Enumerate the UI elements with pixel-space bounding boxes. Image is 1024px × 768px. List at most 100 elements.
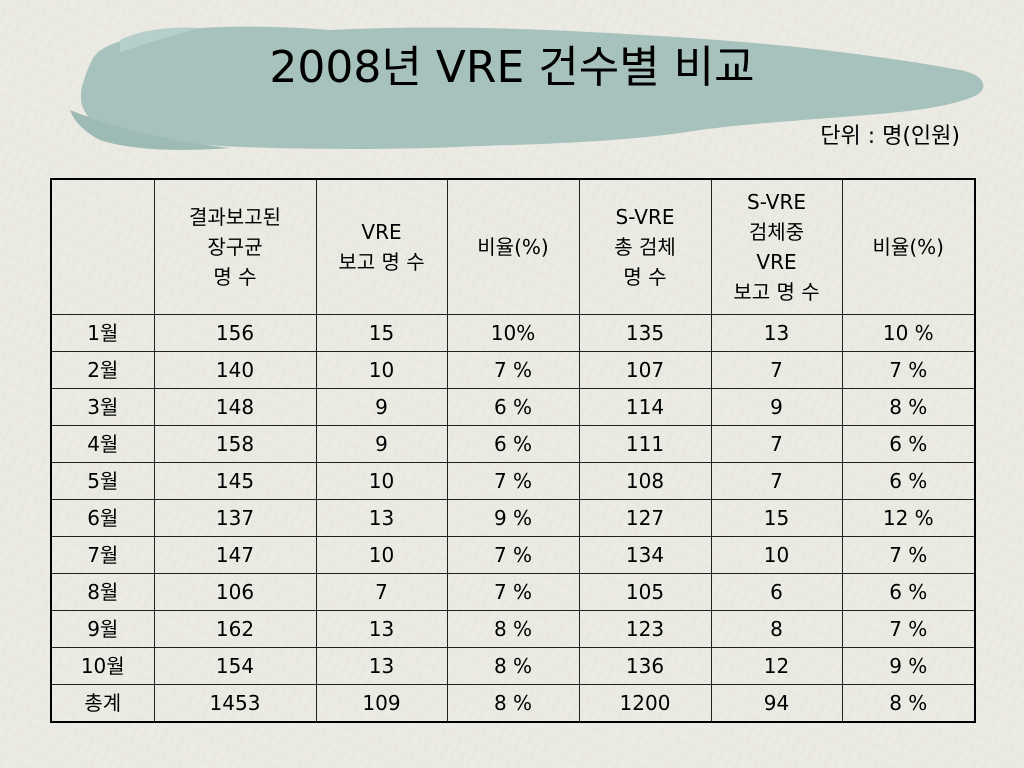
table-row: 8월 106 7 7 % 105 6 6 % <box>50 573 976 611</box>
header-text: VRE <box>361 220 402 244</box>
table-row: 3월 148 9 6 % 114 9 8 % <box>50 388 976 426</box>
value-cell: 9 % <box>841 647 976 685</box>
value-cell: 154 <box>153 647 317 685</box>
header-cell <box>50 178 155 315</box>
value-cell: 127 <box>578 499 712 537</box>
month-cell: 3월 <box>50 388 155 426</box>
value-cell: 148 <box>153 388 317 426</box>
header-text: 결과보고된 <box>189 205 281 229</box>
header-text: S-VRE <box>615 205 675 229</box>
header-cell: S-VRE 검체중 VRE 보고 명 수 <box>710 178 843 315</box>
value-cell: 10% <box>446 314 580 352</box>
value-cell: 13 <box>315 647 448 685</box>
value-cell: 8 % <box>446 647 580 685</box>
value-cell: 8 % <box>446 684 580 723</box>
value-cell: 6 % <box>841 425 976 463</box>
value-cell: 6 % <box>446 388 580 426</box>
value-cell: 13 <box>315 499 448 537</box>
value-cell: 9 <box>315 425 448 463</box>
value-cell: 105 <box>578 573 712 611</box>
value-cell: 109 <box>315 684 448 723</box>
table-row: 9월 162 13 8 % 123 8 7 % <box>50 610 976 648</box>
value-cell: 7 <box>710 351 843 389</box>
value-cell: 162 <box>153 610 317 648</box>
value-cell: 145 <box>153 462 317 500</box>
month-cell: 4월 <box>50 425 155 463</box>
table-row: 7월 147 10 7 % 134 10 7 % <box>50 536 976 574</box>
header-text: 보고 명 수 <box>338 250 425 274</box>
value-cell: 6 <box>710 573 843 611</box>
value-cell: 8 % <box>841 684 976 723</box>
value-cell: 136 <box>578 647 712 685</box>
value-cell: 6 % <box>841 462 976 500</box>
month-cell: 총계 <box>50 684 155 723</box>
value-cell: 10 <box>315 351 448 389</box>
value-cell: 15 <box>315 314 448 352</box>
value-cell: 135 <box>578 314 712 352</box>
value-cell: 7 % <box>841 351 976 389</box>
value-cell: 140 <box>153 351 317 389</box>
value-cell: 6 % <box>841 573 976 611</box>
header-cell: 비율(%) <box>446 178 580 315</box>
value-cell: 10 <box>315 536 448 574</box>
value-cell: 114 <box>578 388 712 426</box>
header-text: 보고 명 수 <box>733 280 820 304</box>
value-cell: 7 % <box>446 573 580 611</box>
value-cell: 13 <box>710 314 843 352</box>
value-cell: 7 % <box>446 351 580 389</box>
value-cell: 158 <box>153 425 317 463</box>
month-cell: 5월 <box>50 462 155 500</box>
value-cell: 123 <box>578 610 712 648</box>
value-cell: 111 <box>578 425 712 463</box>
value-cell: 13 <box>315 610 448 648</box>
header-text: 장구균 <box>207 235 263 259</box>
month-cell: 2월 <box>50 351 155 389</box>
header-text: 비율(%) <box>477 235 549 259</box>
value-cell: 9 <box>710 388 843 426</box>
value-cell: 10 % <box>841 314 976 352</box>
month-cell: 7월 <box>50 536 155 574</box>
header-text: VRE <box>756 250 797 274</box>
month-cell: 9월 <box>50 610 155 648</box>
value-cell: 134 <box>578 536 712 574</box>
value-cell: 7 % <box>446 462 580 500</box>
page-title: 2008년 VRE 건수별 비교 <box>269 42 755 93</box>
value-cell: 147 <box>153 536 317 574</box>
month-cell: 1월 <box>50 314 155 352</box>
value-cell: 106 <box>153 573 317 611</box>
title-banner <box>70 26 984 150</box>
header-text: S-VRE <box>747 190 806 214</box>
table-row: 5월 145 10 7 % 108 7 6 % <box>50 462 976 500</box>
value-cell: 9 <box>315 388 448 426</box>
header-cell: VRE 보고 명 수 <box>315 178 448 315</box>
value-cell: 8 % <box>841 388 976 426</box>
total-row: 총계 1453 109 8 % 1200 94 8 % <box>50 684 976 723</box>
header-text: 명 수 <box>213 265 257 289</box>
header-text: 검체중 <box>748 220 805 244</box>
header-cell: 비율(%) <box>841 178 976 315</box>
value-cell: 8 <box>710 610 843 648</box>
value-cell: 10 <box>315 462 448 500</box>
table-row: 10월 154 13 8 % 136 12 9 % <box>50 647 976 685</box>
header-text: 명 수 <box>623 265 667 289</box>
header-text: 총 검체 <box>614 235 676 259</box>
value-cell: 10 <box>710 536 843 574</box>
value-cell: 8 % <box>446 610 580 648</box>
value-cell: 156 <box>153 314 317 352</box>
value-cell: 107 <box>578 351 712 389</box>
value-cell: 7 <box>710 425 843 463</box>
value-cell: 12 % <box>841 499 976 537</box>
month-cell: 8월 <box>50 573 155 611</box>
table-row: 2월 140 10 7 % 107 7 7 % <box>50 351 976 389</box>
table-row: 6월 137 13 9 % 127 15 12 % <box>50 499 976 537</box>
value-cell: 137 <box>153 499 317 537</box>
value-cell: 7 <box>315 573 448 611</box>
table-body: 1월 156 15 10% 135 13 10 % 2월 140 10 7 % 107 7 7 % 3월 14… <box>50 314 976 723</box>
header-text: 비율(%) <box>872 235 944 259</box>
month-cell: 10월 <box>50 647 155 685</box>
value-cell: 15 <box>710 499 843 537</box>
value-cell: 7 % <box>841 610 976 648</box>
